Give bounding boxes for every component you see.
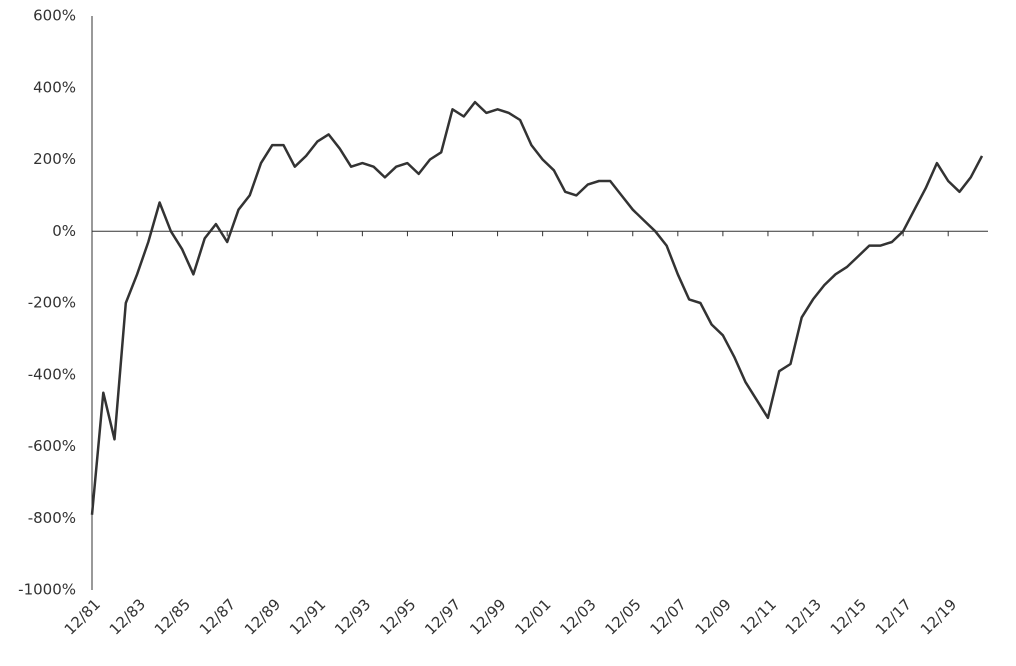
x-tick-label: 12/93: [331, 595, 374, 638]
x-tick-label: 12/89: [241, 595, 284, 638]
x-tick-label: 12/87: [196, 595, 239, 638]
x-tick-label: 12/09: [692, 595, 735, 638]
x-tick-label: 12/15: [827, 595, 870, 638]
y-tick-label: -1000%: [18, 581, 76, 599]
x-tick-label: 12/17: [872, 595, 915, 638]
x-tick-label: 12/11: [737, 595, 780, 638]
x-tick-label: 12/95: [376, 595, 419, 638]
y-tick-label: 600%: [33, 7, 76, 25]
line-series: [90, 100, 984, 515]
y-tick-label: 400%: [33, 78, 76, 96]
x-tick-label: 12/13: [782, 595, 825, 638]
y-tick-label: -400%: [28, 365, 76, 383]
y-tick-label: 200%: [33, 150, 76, 168]
x-tick-label: 12/19: [917, 595, 960, 638]
x-tick-label: 12/91: [286, 595, 329, 638]
y-tick-label: -200%: [28, 294, 76, 312]
x-tick-label: 12/81: [61, 595, 104, 638]
y-tick-label: -800%: [28, 509, 76, 527]
x-tick-label: 12/07: [647, 595, 690, 638]
x-tick-label: 12/99: [466, 595, 509, 638]
x-tick-label: 12/03: [556, 595, 599, 638]
x-tick-label: 12/01: [511, 595, 554, 638]
x-tick-label: 12/97: [421, 595, 464, 638]
y-tick-label: -600%: [28, 437, 76, 455]
x-tick-label: 12/05: [601, 595, 644, 638]
x-tick-label: 12/83: [106, 595, 149, 638]
y-tick-label: 0%: [52, 222, 76, 240]
x-tick-label: 12/85: [151, 595, 194, 638]
